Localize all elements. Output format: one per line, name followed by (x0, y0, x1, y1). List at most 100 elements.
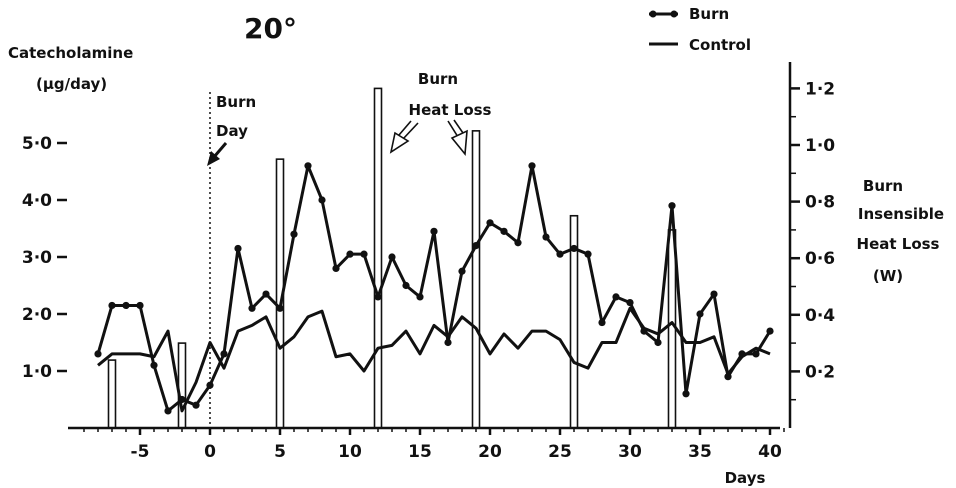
burn-point (318, 196, 326, 204)
x-tick-label: 30 (618, 442, 642, 462)
y-left-tick-label: 3·0 (22, 248, 52, 268)
y-axis-right-label-line3: Heat Loss (857, 235, 940, 253)
burn-point (640, 327, 648, 335)
chart-title: 20° (244, 12, 297, 45)
x-tick-label: 35 (688, 442, 712, 462)
burn-point (164, 407, 172, 415)
legend-control-label: Control (689, 36, 751, 54)
legend-burn-label: Burn (689, 5, 729, 23)
y-axis-left-label-line2: (μg/day) (36, 75, 107, 93)
burn-point (234, 244, 242, 253)
heat-loss-arrow-right (447, 119, 468, 157)
x-tick-label: 0 (204, 442, 216, 462)
burn-point (136, 301, 144, 310)
heat-loss-annotation-line2: Heat Loss (409, 101, 492, 119)
legend: Burn Control (649, 5, 751, 54)
burn-point (766, 327, 774, 335)
burn-point (416, 293, 424, 301)
y-left-tick-label: 5·0 (22, 134, 52, 154)
legend-burn-marker (649, 10, 657, 18)
y-right-tick-label: 0·4 (805, 306, 835, 326)
burn-point (528, 162, 536, 170)
burn-point (430, 227, 438, 235)
burn-point (402, 281, 410, 290)
burn-point (682, 390, 690, 398)
burn-point (654, 338, 662, 347)
burn-point (626, 299, 634, 307)
x-axis-label: Days (725, 469, 766, 487)
heat-loss-bar (177, 342, 187, 429)
burn-point (752, 350, 760, 358)
burn-point (710, 290, 718, 298)
burn-point (206, 381, 214, 389)
y-axis-right-label-line4: (W) (873, 267, 903, 285)
burn-point (444, 338, 452, 347)
x-tick-label: 10 (338, 442, 362, 462)
heat-loss-arrow-left (389, 120, 419, 154)
heat-loss-bar (107, 359, 117, 429)
burn-point (150, 361, 158, 369)
burn-point (248, 304, 256, 312)
burn-point (360, 250, 368, 258)
x-tick-label: 15 (408, 442, 432, 462)
burn-point (220, 350, 228, 358)
y-left-tick-label: 2·0 (22, 305, 52, 325)
y-axis-right-label-line2: Insensible (858, 205, 944, 223)
x-tick-label: 20 (478, 442, 502, 462)
y-axis-left-label-line1: Catecholamine (8, 44, 133, 62)
burn-point (332, 264, 340, 272)
burn-point (612, 293, 620, 301)
burn-point (584, 250, 592, 258)
burn-point (542, 233, 550, 241)
burn-point (374, 293, 382, 301)
burn-point (514, 239, 522, 247)
y-right-tick-label: 1·0 (805, 136, 835, 156)
axes (68, 62, 792, 430)
burn-point (276, 304, 284, 312)
x-tick-label: 5 (274, 442, 286, 462)
heat-loss-bar (471, 130, 481, 429)
burn-point (458, 267, 466, 275)
burn-day-arrowhead (207, 151, 220, 166)
y-left-tick-label: 4·0 (22, 191, 52, 211)
burn-point (388, 253, 396, 261)
x-tick-label: 40 (758, 442, 782, 462)
x-tick-label: -5 (131, 442, 150, 462)
burn-point (472, 242, 480, 250)
burn-point (570, 244, 578, 253)
burn-day-arrow (212, 142, 228, 158)
y-right-tick-label: 0·8 (805, 193, 835, 213)
burn-point (290, 230, 298, 238)
burn-point (668, 202, 676, 210)
heat-loss-annotation-line1: Burn (418, 70, 458, 88)
heat-loss-bar (667, 229, 677, 429)
burn-day-annotation-line1: Burn (216, 93, 256, 111)
burn-point (94, 350, 102, 358)
burn-point (262, 290, 270, 298)
burn-point (738, 350, 746, 358)
y-right-tick-label: 1·2 (805, 79, 835, 99)
control-line (97, 306, 771, 413)
burn-point (304, 162, 312, 170)
burn-point (724, 373, 732, 381)
burn-point (696, 310, 704, 318)
burn-point (108, 301, 116, 310)
burn-point (486, 219, 494, 227)
burn-point (500, 227, 508, 235)
y-left-tick-label: 1·0 (22, 362, 52, 382)
burn-point (598, 318, 606, 327)
x-tick-label: 25 (548, 442, 572, 462)
y-right-tick-label: 0·6 (805, 249, 835, 269)
burn-point (346, 250, 354, 258)
y-axis-right-label-line1: Burn (863, 177, 903, 195)
ticks: -5 0 5 10 15 20 25 30 35 40 1·0 2·0 3·0 4·0 5·0 0·2 0·4 0… (22, 79, 835, 462)
y-right-tick-label: 0·2 (805, 362, 835, 382)
burn-point (178, 395, 186, 404)
burn-day-annotation-line2: Day (216, 122, 248, 140)
legend-burn-marker (670, 10, 678, 18)
burn-point (192, 401, 200, 409)
burn-point (122, 301, 130, 310)
data-points (94, 162, 774, 415)
heat-loss-bar (373, 87, 383, 429)
